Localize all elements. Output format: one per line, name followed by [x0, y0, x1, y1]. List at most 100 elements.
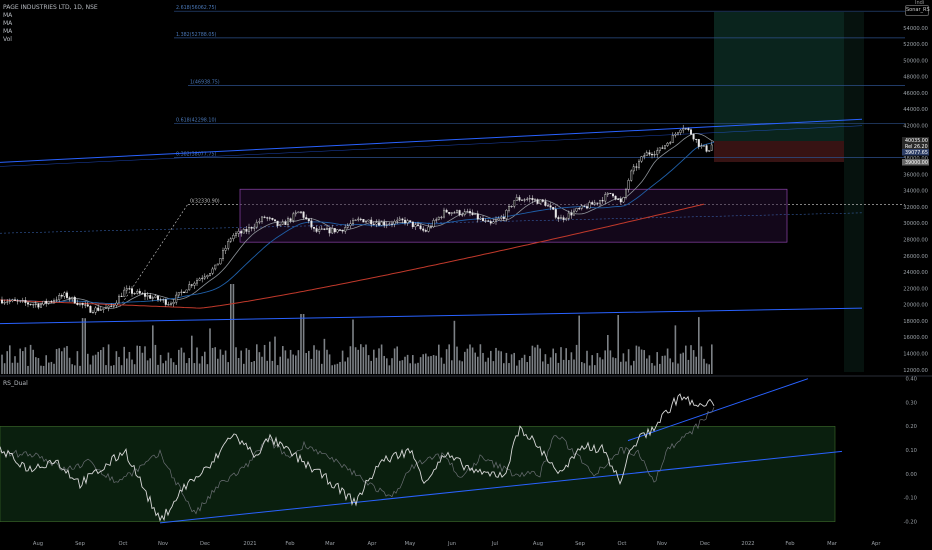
- volume-bar: [84, 318, 86, 374]
- x-tick-label: Dec: [200, 541, 210, 547]
- candle-body: [612, 193, 615, 197]
- candle-body: [518, 197, 521, 201]
- candle-body: [141, 293, 144, 295]
- indicator-badge[interactable]: Sonar_RS: [905, 5, 930, 16]
- candle-body: [172, 302, 175, 304]
- candle-body: [661, 147, 664, 149]
- volume-bar: [430, 356, 432, 374]
- candle-body: [78, 302, 81, 305]
- volume-bar: [555, 353, 557, 374]
- candle-body: [666, 142, 669, 146]
- candle-body: [508, 206, 511, 211]
- volume-bar: [581, 362, 583, 374]
- volume-bar: [614, 358, 617, 374]
- candle-body: [323, 228, 326, 230]
- candle-body: [398, 218, 401, 221]
- candle-body: [562, 217, 565, 220]
- volume-bar: [440, 357, 443, 374]
- volume-bar: [300, 314, 302, 374]
- candle-body: [627, 180, 630, 190]
- volume-bar: [414, 363, 417, 374]
- candle-body: [388, 223, 391, 225]
- candle-body: [523, 199, 526, 201]
- price-tick-label: 24000.00: [903, 270, 928, 276]
- volume-bar: [42, 365, 45, 374]
- volume-bar: [708, 364, 710, 374]
- volume-bar: [625, 361, 627, 374]
- candle-body: [588, 202, 591, 209]
- volume-bar: [695, 356, 697, 374]
- volume-bar: [404, 356, 406, 374]
- candle-body: [159, 299, 162, 301]
- rsi-tick-label: -0.20: [904, 519, 917, 525]
- volume-bar: [102, 347, 105, 374]
- candle-body: [104, 307, 107, 309]
- fib-level-label: 1.382(52788.05): [176, 32, 216, 38]
- rsi-tick-label: 0.40: [905, 376, 917, 382]
- candle-body: [227, 241, 230, 249]
- volume-bar: [497, 350, 500, 374]
- candle-body: [110, 305, 113, 307]
- volume-bar: [669, 358, 671, 374]
- volume-bar: [87, 353, 89, 374]
- volume-bar: [492, 361, 495, 374]
- volume-bar: [328, 354, 331, 374]
- volume-bar: [120, 365, 123, 374]
- volume-bar: [149, 358, 151, 374]
- candle-body: [195, 280, 198, 284]
- indicator-ma-1[interactable]: MA: [3, 12, 13, 19]
- candle-body: [182, 291, 185, 293]
- candle-body: [495, 219, 498, 222]
- candle-body: [302, 211, 305, 218]
- candle-body: [375, 222, 378, 225]
- volume-bar: [352, 319, 354, 374]
- candle-body: [180, 291, 183, 293]
- candle-body: [614, 195, 617, 200]
- candle-body: [617, 198, 620, 200]
- volume-bar: [588, 365, 591, 374]
- volume-bar: [349, 346, 352, 374]
- volume-bar: [68, 357, 71, 374]
- volume-bar: [505, 352, 508, 374]
- candle-body: [11, 299, 14, 302]
- fib-level-label: 0.618(42298.10): [176, 117, 216, 123]
- volume-bar: [37, 358, 40, 374]
- volume-bar: [113, 365, 115, 374]
- candle-body: [143, 293, 146, 297]
- volume-bar: [115, 351, 118, 374]
- volume-bar: [425, 353, 427, 374]
- volume-bar: [256, 344, 258, 374]
- candle-body: [8, 300, 11, 303]
- volume-bar: [55, 349, 58, 374]
- rsi-tick-label: 0.10: [905, 448, 917, 454]
- volume-bar: [609, 350, 612, 374]
- volume-bar: [175, 364, 177, 374]
- x-tick-label: May: [405, 541, 416, 547]
- volume-bar: [427, 356, 430, 374]
- candle-body: [107, 305, 110, 308]
- price-tick-label: 42000.00: [903, 124, 928, 130]
- candle-body: [208, 273, 211, 276]
- volume-bar: [107, 344, 110, 374]
- indicator-volume[interactable]: Vol: [3, 36, 12, 43]
- indicator-ma-2[interactable]: MA: [3, 20, 13, 27]
- indicator-ma-3[interactable]: MA: [3, 28, 13, 35]
- candle-body: [419, 225, 422, 230]
- candle-body: [357, 218, 360, 221]
- x-tick-label: Feb: [785, 541, 795, 547]
- candle-body: [393, 221, 396, 225]
- candle-body: [435, 219, 438, 221]
- candle-body: [575, 208, 578, 212]
- candle-body: [409, 220, 412, 223]
- volume-bar: [92, 355, 94, 374]
- candle-body: [708, 150, 711, 152]
- candle-body: [284, 221, 287, 225]
- candle-body: [362, 219, 365, 223]
- volume-bar: [690, 345, 692, 374]
- price-tick-label: 22000.00: [903, 286, 928, 292]
- candle-body: [586, 206, 589, 209]
- volume-bar: [661, 355, 664, 374]
- volume-bar: [692, 350, 695, 374]
- volume-bar: [32, 349, 34, 374]
